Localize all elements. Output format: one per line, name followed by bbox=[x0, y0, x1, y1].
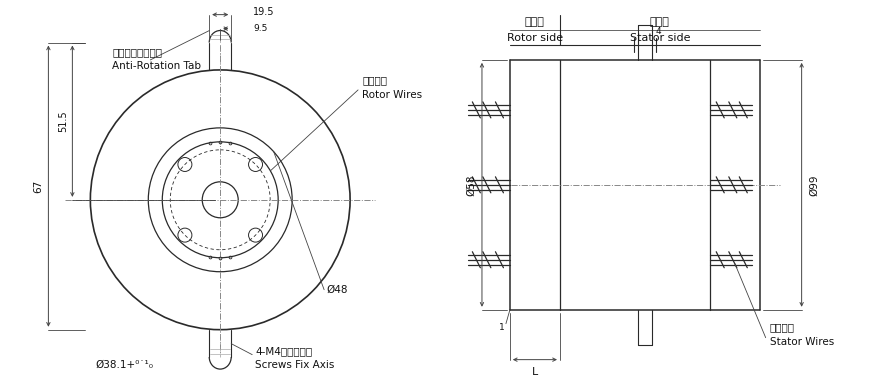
Text: Ø38.1+⁰˙¹₀: Ø38.1+⁰˙¹₀ bbox=[95, 359, 153, 370]
Text: Stator side: Stator side bbox=[629, 33, 690, 43]
Text: 定子边: 定子边 bbox=[649, 17, 670, 27]
Text: 1: 1 bbox=[499, 323, 505, 332]
Text: 51.5: 51.5 bbox=[58, 110, 69, 132]
Text: 转子导线: 转子导线 bbox=[362, 75, 387, 85]
Text: Anti-Rotation Tab: Anti-Rotation Tab bbox=[113, 61, 202, 71]
Text: Ø58: Ø58 bbox=[466, 174, 476, 195]
Text: Rotor Wires: Rotor Wires bbox=[362, 90, 422, 100]
Text: 9.5: 9.5 bbox=[253, 24, 268, 33]
Text: 4-M4转子固定孔: 4-M4转子固定孔 bbox=[255, 347, 312, 357]
Text: Screws Fix Axis: Screws Fix Axis bbox=[255, 359, 334, 370]
Text: 67: 67 bbox=[33, 180, 43, 193]
Text: L: L bbox=[532, 367, 538, 376]
Text: Ø48: Ø48 bbox=[326, 285, 348, 295]
Text: 19.5: 19.5 bbox=[253, 7, 275, 17]
Text: 4: 4 bbox=[656, 28, 662, 36]
Text: Rotor side: Rotor side bbox=[507, 33, 563, 43]
Text: 止转片（可调节）: 止转片（可调节） bbox=[113, 47, 162, 57]
Text: 转子边: 转子边 bbox=[525, 17, 545, 27]
Text: 定子导线: 定子导线 bbox=[770, 323, 795, 333]
Text: Ø99: Ø99 bbox=[810, 174, 819, 195]
Text: Stator Wires: Stator Wires bbox=[770, 337, 834, 347]
